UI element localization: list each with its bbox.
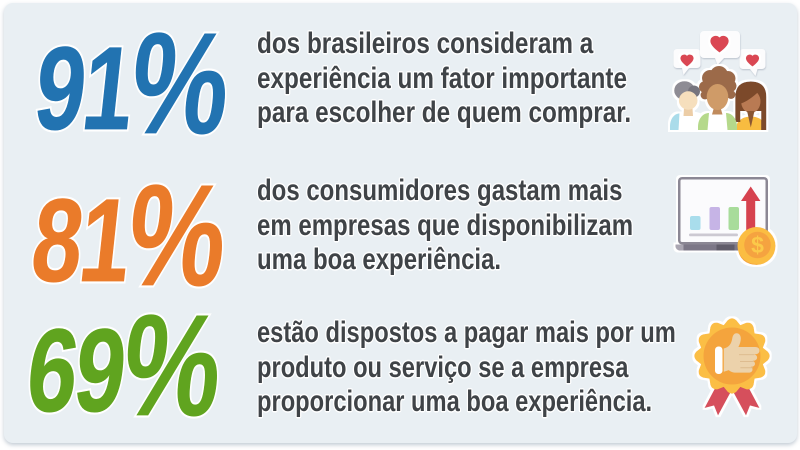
svg-text:$: $ [751, 232, 764, 258]
